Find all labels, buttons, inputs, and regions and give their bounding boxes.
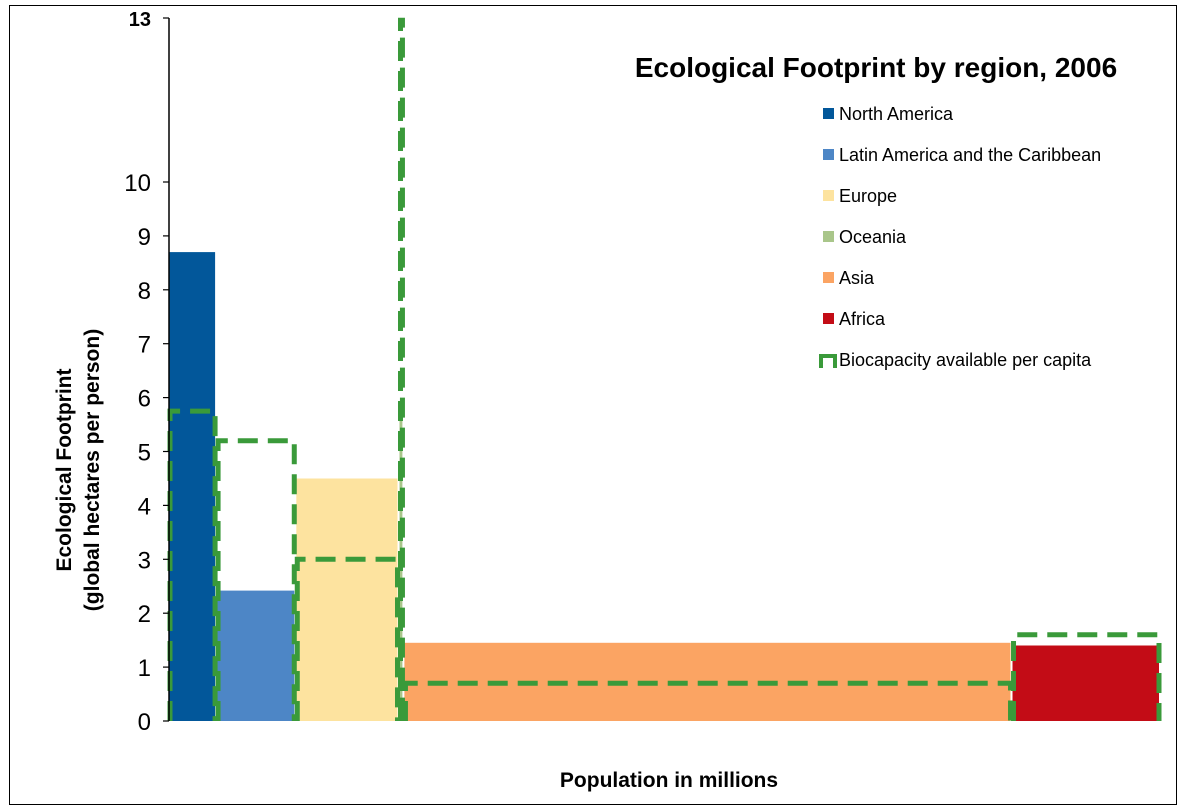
legend-label-europe: Europe <box>839 186 897 206</box>
y-axis: 0 1 2 3 4 5 6 7 8 9 10 13 <box>124 9 170 736</box>
bars-group <box>169 252 1159 721</box>
legend-label-africa: Africa <box>839 309 886 329</box>
chart-frame <box>9 5 1177 805</box>
y-tick-label: 9 <box>138 224 151 251</box>
bar-africa <box>1012 645 1159 721</box>
legend-swatch-north-america <box>823 108 834 119</box>
y-tick-label: 1 <box>138 655 151 682</box>
y-tick-label: 7 <box>138 332 151 359</box>
y-tick-label-top: 13 <box>129 9 151 31</box>
y-tick-label: 10 <box>124 170 151 197</box>
y-tick-label: 2 <box>138 601 151 628</box>
legend-swatch-latin-america-and-the-caribbean <box>823 149 834 160</box>
y-tick-label: 8 <box>138 278 151 305</box>
biocapacity-outline-africa <box>1011 632 1162 721</box>
y-tick-label: 4 <box>138 493 151 520</box>
legend-swatch-oceania <box>823 231 834 242</box>
x-axis-label: Population in millions <box>560 769 778 792</box>
biocapacity-outlines <box>167 17 1162 721</box>
y-axis-label-line2: (global hectares per person) <box>81 329 104 611</box>
biocapacity-outline-latin-america-and-the-caribbean <box>215 438 297 721</box>
legend-label-asia: Asia <box>839 268 875 288</box>
legend-swatch-europe <box>823 190 834 201</box>
biocapacity-outline-oceania <box>398 17 405 721</box>
legend-label-oceania: Oceania <box>839 227 907 247</box>
y-axis-label: Ecological Footprint (global hectares pe… <box>53 329 104 611</box>
legend-label-north-america: North America <box>839 104 954 124</box>
legend-swatch-asia <box>823 272 834 283</box>
bar-latin-america-and-the-caribbean <box>217 590 295 721</box>
legend-label-latin-america-and-the-caribbean: Latin America and the Caribbean <box>839 145 1101 165</box>
y-axis-label-line1: Ecological Footprint <box>53 368 76 571</box>
bar-north-america <box>169 252 216 721</box>
biocapacity-outline-north-america <box>167 408 218 721</box>
legend-swatch-africa <box>823 313 834 324</box>
y-tick-label: 6 <box>138 386 151 413</box>
legend: North America Latin America and the Carib… <box>819 104 1101 370</box>
legend-label-biocapacity: Biocapacity available per capita <box>839 350 1092 370</box>
y-tick-label: 3 <box>138 547 151 574</box>
legend-swatch-biocapacity <box>819 354 837 368</box>
biocapacity-outline-asia <box>402 680 1014 721</box>
y-tick-label: 5 <box>138 440 151 467</box>
biocapacity-outline-europe <box>294 556 401 721</box>
chart-title: Ecological Footprint by region, 2006 <box>635 52 1117 83</box>
bar-europe <box>296 478 398 721</box>
y-tick-label: 0 <box>138 709 151 736</box>
